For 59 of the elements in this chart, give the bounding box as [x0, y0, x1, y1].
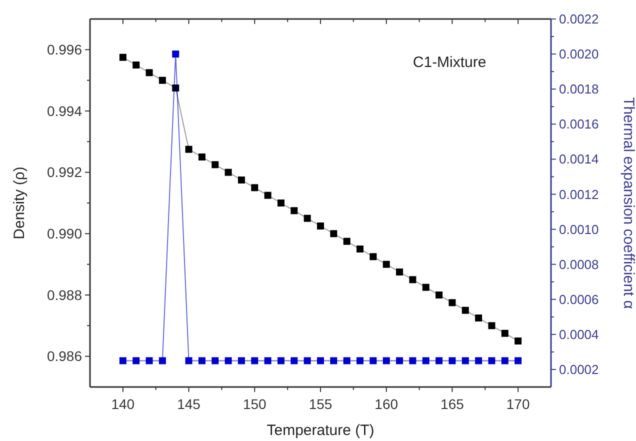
y2-tick-label: 0.0020: [559, 46, 599, 62]
point: [382, 260, 390, 268]
point: [185, 146, 192, 153]
point: [514, 338, 522, 344]
x-tick-label: 160: [374, 396, 398, 412]
y2-tick-label: 0.0018: [559, 82, 599, 97]
annotation: C1-Mixture: [412, 54, 486, 71]
y2-tick-label: 0.0008: [559, 256, 599, 272]
x-tick-label: 150: [242, 396, 267, 412]
y2-axis-title: Thermal expansion coefficient α: [620, 97, 636, 310]
y2-tick-label: 0.0012: [559, 186, 599, 202]
y-tick-label: 0.992: [46, 164, 82, 180]
point: [396, 268, 404, 276]
point: [462, 306, 469, 314]
point: [264, 192, 272, 199]
y-tick-label: 0.988: [46, 286, 82, 303]
point: [409, 276, 416, 284]
x-tick-label: 145: [177, 396, 201, 412]
y2-tick-label: 0.0022: [559, 12, 599, 27]
point: [501, 330, 508, 337]
y2-tick-label: 0.0016: [559, 116, 599, 132]
point: [370, 253, 377, 260]
y-axis-title: Density (ρ): [11, 166, 28, 240]
point: [343, 238, 350, 245]
y-tick-label: 0.996: [46, 42, 82, 58]
point: [119, 54, 126, 61]
point: [277, 200, 284, 206]
point: [422, 284, 430, 291]
point: [224, 168, 232, 176]
point: [172, 84, 180, 92]
y2-tick-label: 0.0014: [559, 152, 599, 167]
point: [146, 69, 153, 76]
y2-tick-label: 0.0006: [559, 292, 599, 307]
x-tick-label: 165: [440, 396, 464, 412]
x-tick-label: 140: [111, 396, 135, 412]
point: [238, 176, 245, 184]
y2-tick-label: 0.0010: [559, 222, 599, 237]
point: [290, 207, 298, 214]
point: [251, 184, 258, 192]
point: [158, 76, 166, 84]
y2-tick-label: 0.0004: [559, 326, 599, 342]
point: [330, 230, 338, 238]
y-tick-label: 0.986: [46, 348, 82, 364]
x-tick-label: 170: [506, 396, 530, 412]
x-tick-label: 155: [308, 396, 332, 412]
x-axis-title: Temperature (T): [266, 422, 374, 439]
y-tick-label: 0.990: [46, 226, 82, 242]
point: [317, 222, 324, 230]
y2-tick-label: 0.0002: [559, 362, 599, 378]
point: [475, 314, 482, 322]
point: [356, 246, 364, 252]
point: [132, 62, 140, 68]
point: [212, 161, 219, 168]
y-tick-label: 0.994: [46, 102, 82, 119]
point: [198, 154, 206, 160]
point: [448, 299, 456, 306]
point: [488, 322, 496, 330]
point: [436, 292, 443, 298]
point: [304, 214, 311, 222]
